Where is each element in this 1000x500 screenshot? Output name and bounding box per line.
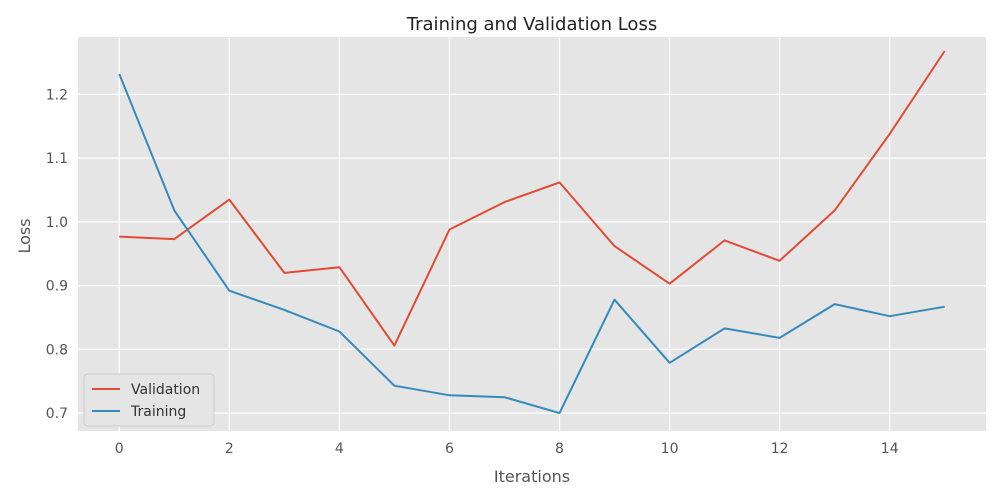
plot-background (78, 37, 986, 431)
y-tick-label: 1.2 (46, 87, 68, 103)
y-tick-label: 1.1 (46, 151, 68, 167)
series-line-training (118, 73, 945, 415)
x-tick-label: 8 (555, 441, 564, 457)
x-tick-label: 10 (661, 441, 679, 457)
y-tick-label: 1.0 (46, 215, 68, 231)
legend-label-validation: Validation (131, 382, 200, 398)
y-tick-label: 0.8 (46, 342, 68, 358)
y-tick-label: 0.7 (46, 406, 68, 422)
x-tick-label: 0 (115, 441, 124, 457)
x-tick-label: 4 (335, 441, 344, 457)
x-tick-label: 6 (445, 441, 454, 457)
grid-lines (78, 37, 986, 431)
chart-title: Training and Validation Loss (406, 14, 657, 35)
x-tick-label: 2 (225, 441, 234, 457)
x-tick-label: 14 (881, 441, 899, 457)
y-axis-label: Loss (15, 218, 34, 253)
series-line-validation (119, 50, 946, 347)
x-tick-labels: 0 2 4 6 8 10 12 14 (115, 441, 899, 457)
x-tick-label: 12 (771, 441, 789, 457)
series-lines (118, 50, 946, 415)
y-tick-label: 0.9 (46, 279, 68, 295)
y-tick-labels: 0.7 0.8 0.9 1.0 1.1 1.2 (46, 87, 68, 422)
legend: Validation Training (83, 373, 215, 427)
legend-box (83, 373, 215, 427)
legend-label-training: Training (130, 404, 186, 420)
x-axis-label: Iterations (494, 467, 570, 486)
